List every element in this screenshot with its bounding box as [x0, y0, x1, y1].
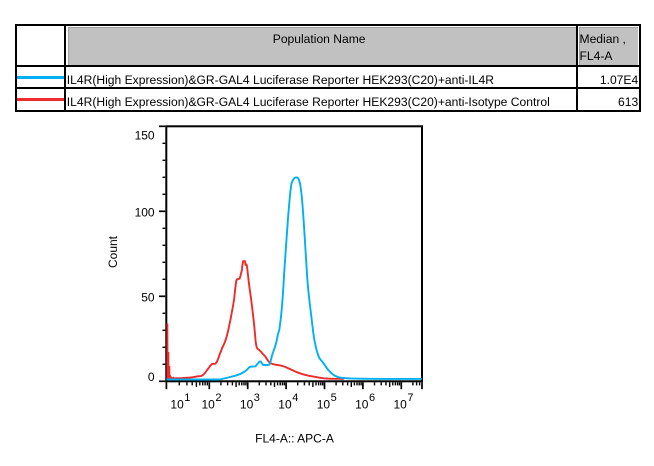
svg-text:5: 5	[331, 392, 337, 404]
svg-text:150: 150	[135, 129, 155, 143]
svg-text:4: 4	[292, 392, 298, 404]
svg-text:Count: Count	[106, 235, 120, 268]
svg-text:100: 100	[135, 206, 155, 220]
svg-text:50: 50	[141, 291, 155, 305]
svg-text:1: 1	[184, 392, 190, 404]
svg-text:3: 3	[254, 392, 260, 404]
svg-text:10: 10	[202, 398, 216, 412]
svg-text:10: 10	[240, 398, 254, 412]
svg-text:10: 10	[317, 398, 331, 412]
svg-text:10: 10	[355, 398, 369, 412]
svg-text:7: 7	[407, 392, 413, 404]
svg-text:2: 2	[215, 392, 221, 404]
svg-text:FL4-A:: APC-A: FL4-A:: APC-A	[255, 431, 334, 445]
svg-text:0: 0	[148, 370, 155, 384]
svg-text:10: 10	[170, 398, 184, 412]
svg-text:10: 10	[394, 398, 408, 412]
svg-text:10: 10	[278, 398, 292, 412]
svg-text:6: 6	[369, 392, 375, 404]
